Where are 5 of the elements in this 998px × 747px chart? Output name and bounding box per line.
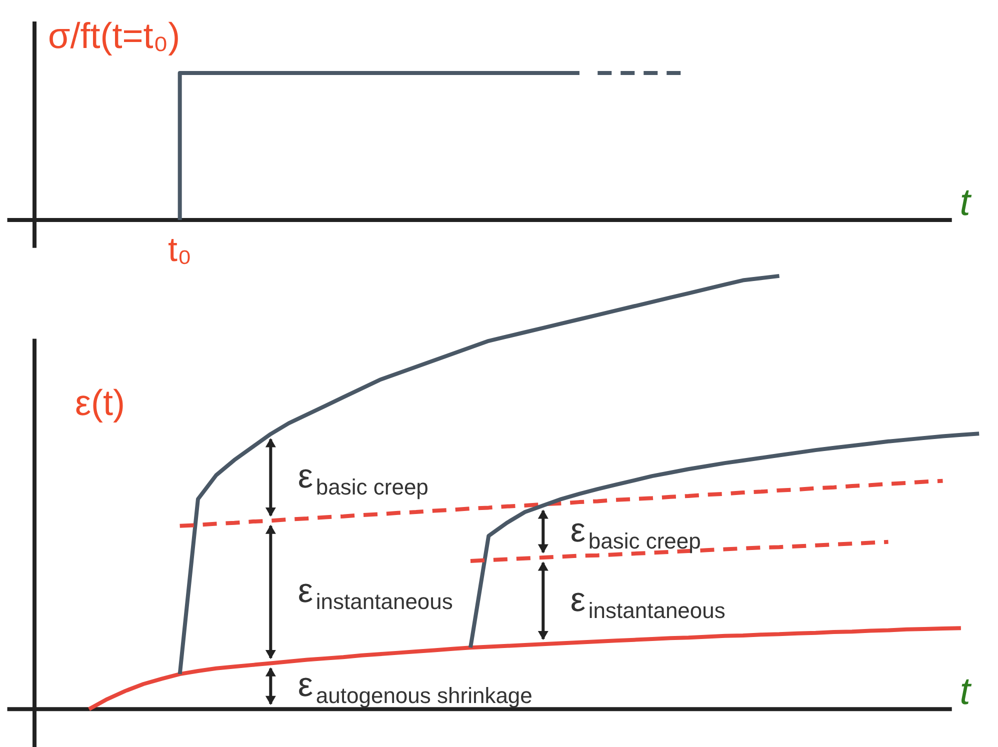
y-axis-title: σ/ft(t=t₀) xyxy=(48,15,180,56)
text: t₀ xyxy=(168,231,192,269)
y-axis-title: ε(t) xyxy=(75,382,126,423)
x-axis-title: t xyxy=(960,182,972,224)
x-axis-title: t xyxy=(960,671,972,713)
